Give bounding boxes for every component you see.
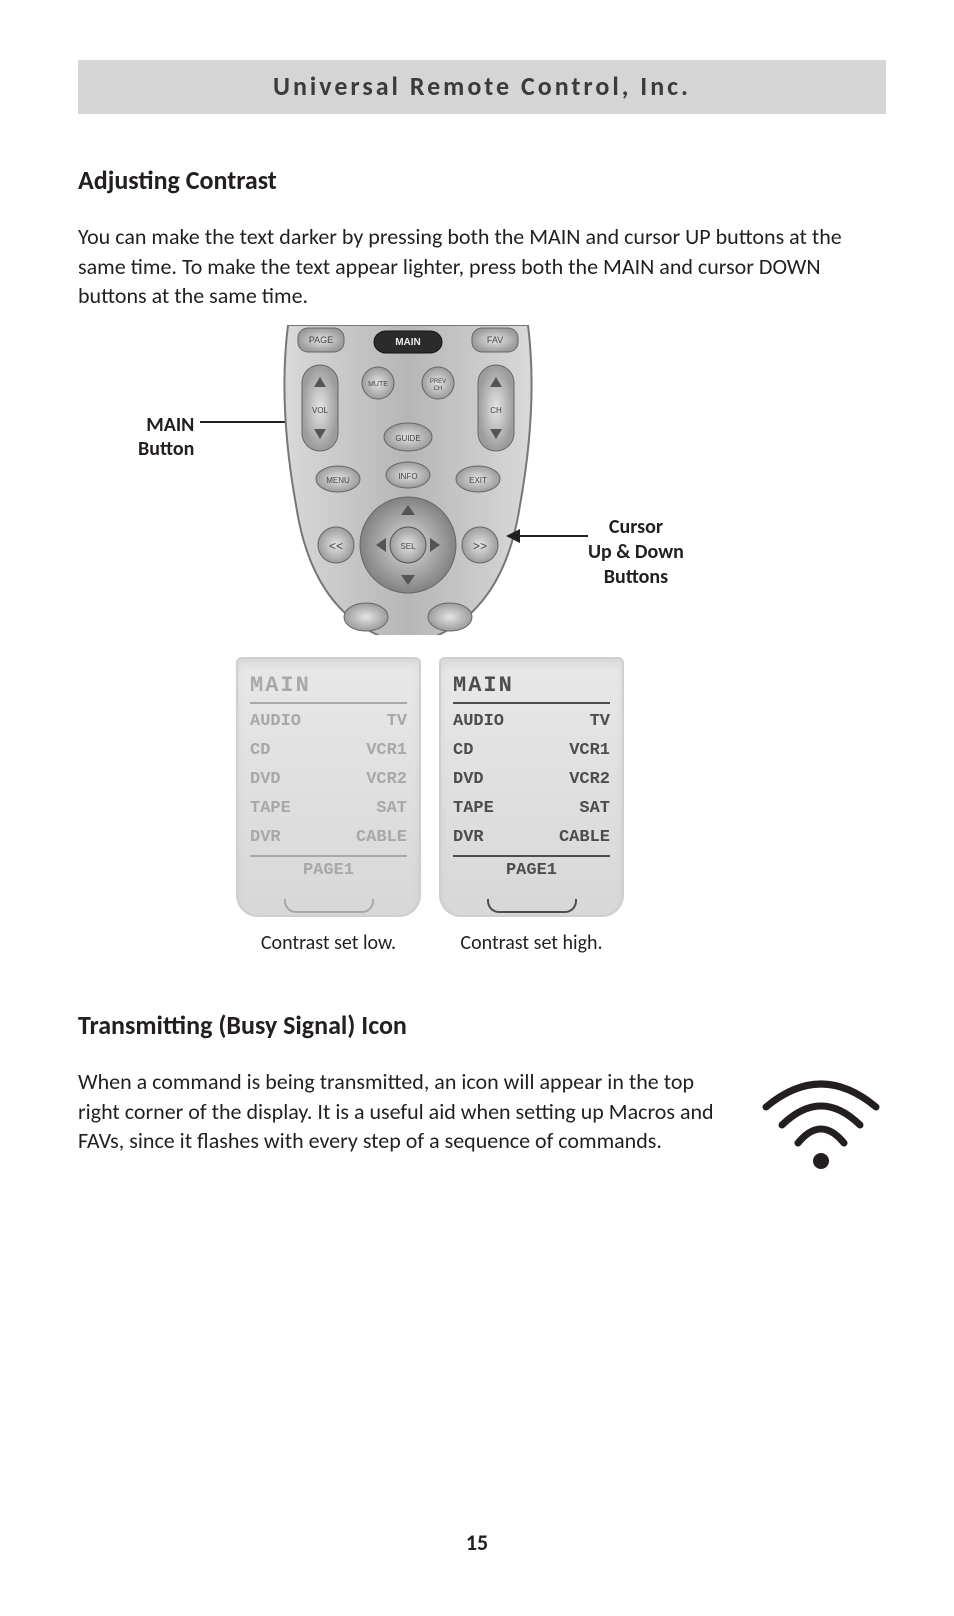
remote-diagram: MAIN Button xyxy=(78,335,886,635)
paragraph-contrast: You can make the text darker by pressing… xyxy=(78,222,886,311)
callout-main-button: MAIN Button xyxy=(138,413,194,461)
lcd-high-footer: PAGE1 xyxy=(453,855,610,880)
info-label: INFO xyxy=(398,472,417,481)
lcd-cell: TAPE xyxy=(453,799,494,818)
lcd-cell: VCR1 xyxy=(569,741,610,760)
caption-high: Contrast set high. xyxy=(439,931,624,955)
ch-label: CH xyxy=(490,406,502,415)
divider-icon xyxy=(453,702,610,704)
rew-label: << xyxy=(329,539,343,553)
callout-cursor-line3: Buttons xyxy=(588,565,684,590)
lcd-cell: TV xyxy=(590,712,610,731)
callout-line-icon xyxy=(200,421,286,423)
lcd-low-title: MAIN xyxy=(250,673,407,698)
exit-label: EXIT xyxy=(469,476,487,485)
callout-cursor-buttons: Cursor Up & Down Buttons xyxy=(588,515,684,590)
mute-button-label: MUTE xyxy=(368,381,388,388)
lcd-low: MAIN AUDIO TV CD VCR1 DVD VCR2 TAPE SAT DVR C… xyxy=(236,657,421,917)
lcd-high-rows: AUDIO TV CD VCR1 DVD VCR2 TAPE SAT DVR CABLE xyxy=(453,712,610,847)
sel-label: SEL xyxy=(400,542,416,551)
busy-row: When a command is being transmitted, an … xyxy=(78,1067,886,1180)
lcd-cell: TV xyxy=(387,712,407,731)
page-button-label: PAGE xyxy=(309,335,333,345)
lcd-high: MAIN AUDIO TV CD VCR1 DVD VCR2 TAPE SAT DVR C… xyxy=(439,657,624,917)
menu-label: MENU xyxy=(326,476,350,485)
ff-label: >> xyxy=(473,539,487,553)
lcd-tab-icon xyxy=(284,899,374,913)
fav-button-label: FAV xyxy=(487,335,503,345)
page-number: 15 xyxy=(0,1529,954,1556)
lcd-captions: Contrast set low. Contrast set high. xyxy=(236,931,886,955)
lcd-cell: CD xyxy=(250,741,270,760)
heading-busy-signal: Transmitting (Busy Signal) Icon xyxy=(78,1009,886,1041)
lcd-low-footer: PAGE1 xyxy=(250,855,407,880)
lcd-cell: CD xyxy=(453,741,473,760)
remote-body: PAGE MAIN FAV MUTE PREV CH VOL CH xyxy=(278,325,538,635)
lcd-row: MAIN AUDIO TV CD VCR1 DVD VCR2 TAPE SAT DVR C… xyxy=(236,657,886,917)
lcd-cell: SAT xyxy=(376,799,407,818)
lcd-cell: CABLE xyxy=(356,828,407,847)
arrow-icon xyxy=(508,535,588,537)
lcd-cell: DVD xyxy=(453,770,484,789)
heading-adjusting-contrast: Adjusting Contrast xyxy=(78,164,886,196)
lcd-cell: AUDIO xyxy=(453,712,504,731)
lcd-cell: VCR1 xyxy=(366,741,407,760)
callout-cursor-line1: Cursor xyxy=(588,515,684,540)
lcd-high-title: MAIN xyxy=(453,673,610,698)
page: Universal Remote Control, Inc. Adjusting… xyxy=(0,0,954,1616)
callout-main-line1: MAIN xyxy=(138,413,194,437)
caption-low: Contrast set low. xyxy=(236,931,421,955)
header-bar: Universal Remote Control, Inc. xyxy=(78,60,886,114)
main-button-label: MAIN xyxy=(395,337,421,348)
callout-cursor-line2: Up & Down xyxy=(588,540,684,565)
svg-text:CH: CH xyxy=(434,386,443,392)
lcd-cell: VCR2 xyxy=(366,770,407,789)
signal-icon xyxy=(756,1067,886,1177)
lcd-tab-icon xyxy=(487,899,577,913)
paragraph-busy: When a command is being transmitted, an … xyxy=(78,1067,738,1156)
guide-label: GUIDE xyxy=(395,434,420,443)
lcd-cell: CABLE xyxy=(559,828,610,847)
vol-label: VOL xyxy=(312,406,329,415)
lcd-cell: DVR xyxy=(453,828,484,847)
lcd-cell: DVD xyxy=(250,770,281,789)
lcd-cell: VCR2 xyxy=(569,770,610,789)
lcd-cell: AUDIO xyxy=(250,712,301,731)
divider-icon xyxy=(250,702,407,704)
lcd-cell: TAPE xyxy=(250,799,291,818)
lcd-low-rows: AUDIO TV CD VCR1 DVD VCR2 TAPE SAT DVR CABLE xyxy=(250,712,407,847)
callout-main-line2: Button xyxy=(138,437,194,461)
lcd-cell: SAT xyxy=(579,799,610,818)
svg-text:PREV: PREV xyxy=(430,379,446,385)
lcd-cell: DVR xyxy=(250,828,281,847)
